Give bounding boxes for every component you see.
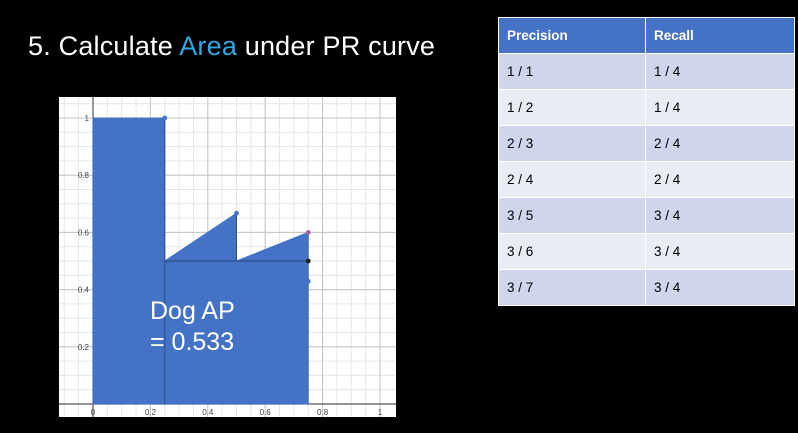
- table-header-row: Precision Recall: [498, 17, 795, 54]
- table-row: 1 / 2 1 / 4: [498, 89, 795, 126]
- precision-cell: 3 / 7: [498, 269, 646, 306]
- precision-cell: 1 / 1: [498, 53, 646, 90]
- x-tick-label: 0.2: [145, 408, 157, 417]
- header-precision: Precision: [498, 17, 646, 54]
- precision-recall-table: Precision Recall 1 / 1 1 / 4 1 / 2 1 / 4…: [498, 17, 795, 306]
- ap-label-line2: = 0.533: [150, 328, 235, 356]
- dog-ap-annotation: Dog AP = 0.533: [150, 296, 235, 358]
- table-row: 3 / 6 3 / 4: [498, 233, 795, 270]
- ap-label-line1: Dog AP: [150, 297, 235, 325]
- table-row: 1 / 1 1 / 4: [498, 53, 795, 90]
- x-tick-label: 0.4: [202, 408, 214, 417]
- data-point: [234, 210, 239, 216]
- data-point: [305, 258, 311, 264]
- header-recall: Recall: [645, 17, 795, 54]
- precision-cell: 2 / 3: [498, 125, 646, 162]
- title-prefix: 5. Calculate: [28, 31, 180, 61]
- table-row: 2 / 3 2 / 4: [498, 125, 795, 162]
- precision-cell: 1 / 2: [498, 89, 646, 126]
- x-tick-label: 0: [91, 408, 96, 417]
- recall-cell: 3 / 4: [645, 233, 795, 270]
- recall-cell: 3 / 4: [645, 197, 795, 234]
- recall-cell: 1 / 4: [645, 89, 795, 126]
- title-suffix: under PR curve: [237, 31, 436, 61]
- table-row: 3 / 5 3 / 4: [498, 197, 795, 234]
- y-tick-label: 0.4: [78, 286, 90, 295]
- precision-cell: 3 / 6: [498, 233, 646, 270]
- slide-title: 5. Calculate Area under PR curve: [28, 31, 435, 62]
- data-point: [305, 278, 311, 284]
- y-tick-label: 1: [85, 114, 90, 123]
- recall-cell: 3 / 4: [645, 269, 795, 306]
- data-point: [305, 230, 311, 235]
- data-point: [162, 115, 168, 121]
- pr-curve-chart: 0 0.2 0.4 0.6 0.8 1 0.2 0.4 0.6 0.8 1: [59, 97, 396, 417]
- y-tick-label: 0.2: [78, 343, 90, 352]
- recall-cell: 1 / 4: [645, 53, 795, 90]
- y-tick-label: 0.6: [78, 228, 90, 237]
- y-tick-label: 0.8: [78, 171, 90, 180]
- table-row: 3 / 7 3 / 4: [498, 269, 795, 306]
- x-tick-label: 0.8: [317, 408, 329, 417]
- pr-curve-svg: 0 0.2 0.4 0.6 0.8 1 0.2 0.4 0.6 0.8 1: [59, 97, 396, 417]
- recall-cell: 2 / 4: [645, 125, 795, 162]
- x-tick-label: 0.6: [260, 408, 272, 417]
- precision-cell: 3 / 5: [498, 197, 646, 234]
- recall-cell: 2 / 4: [645, 161, 795, 198]
- precision-cell: 2 / 4: [498, 161, 646, 198]
- x-tick-label: 1: [378, 408, 383, 417]
- table-row: 2 / 4 2 / 4: [498, 161, 795, 198]
- title-accent-word: Area: [179, 31, 238, 61]
